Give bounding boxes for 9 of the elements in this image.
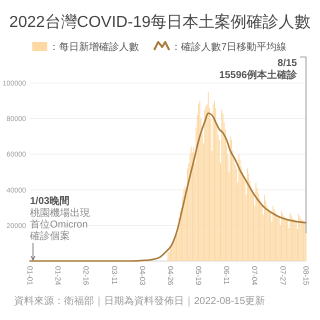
legend-label: ：每日新增確診人數 [49,41,140,53]
text: 15596例本土確診 [219,69,298,81]
text: 8/15 [278,58,298,69]
line-series [29,112,307,262]
legend-label: ：確診人數7日移動平均線 [171,41,287,53]
source-note: 資料來源：衛福部｜日期為資料發佈日｜2022-08-15更新 [14,295,266,307]
annotation: 1/03晚間 [30,195,70,207]
chart-title: 2022台灣COVID-19每日本土案例確診人數 [9,13,311,31]
annotation: 桃園機場出現首位Omicron確診個案 [29,207,90,242]
